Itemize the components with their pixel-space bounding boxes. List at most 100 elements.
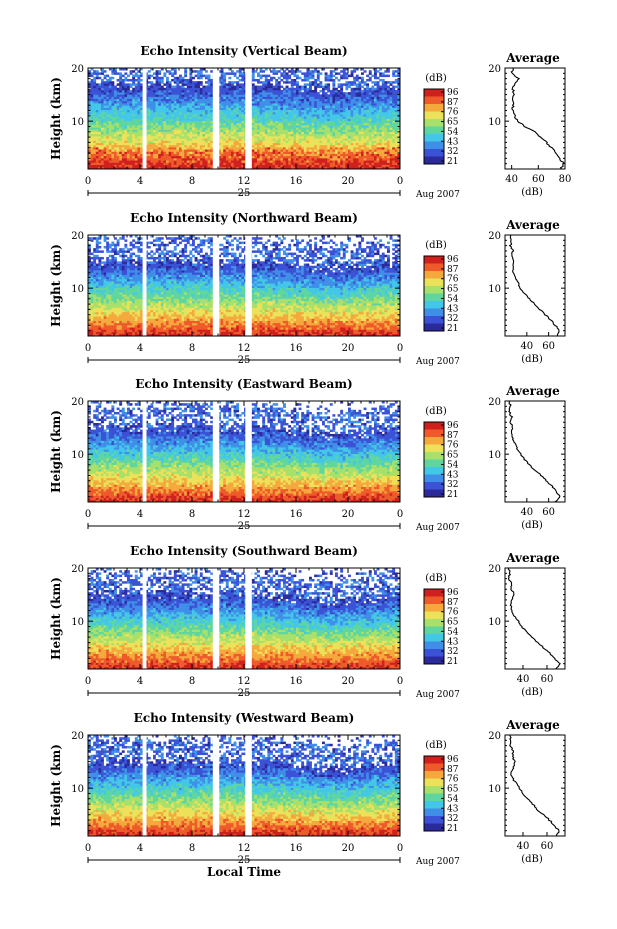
profile-title: Average (505, 551, 560, 565)
x-tick-label: 8 (189, 343, 195, 354)
colorbar-title: (dB) (425, 240, 447, 251)
x-tick-label: 12 (238, 176, 251, 187)
x-tick-label: 16 (290, 509, 303, 520)
profile-x-tick-label: 40 (520, 507, 533, 518)
colorbar-label: 21 (447, 157, 458, 167)
colorbar-label: 43 (447, 304, 459, 314)
x-tick-label: 0 (85, 509, 91, 520)
average-profile: Average 20 10 40 60 (dB) (488, 551, 566, 698)
heatmap-title: Echo Intensity (Vertical Beam) (140, 44, 347, 58)
profile-x-label: (dB) (521, 520, 543, 531)
colorbar-label: 65 (447, 118, 459, 128)
profile-title: Average (505, 51, 560, 65)
profile-y-tick-label: 10 (488, 784, 501, 795)
x-tick-label: 20 (342, 843, 355, 854)
x-tick-label: 4 (137, 676, 143, 687)
profile-y-tick-label: 10 (488, 450, 501, 461)
data-gap-1 (142, 735, 147, 836)
data-gap-1 (142, 401, 147, 502)
y-axis-label: Height (km) (49, 577, 63, 660)
colorbar-label: 32 (447, 147, 458, 157)
y-tick-label: 10 (71, 117, 84, 128)
colorbar-label: 54 (447, 294, 459, 304)
colorbar-label: 87 (447, 765, 459, 775)
x-tick-label: 4 (137, 843, 143, 854)
x-tick-label: 4 (137, 343, 143, 354)
colorbar-label: 21 (447, 824, 458, 834)
y-tick-label: 10 (71, 450, 84, 461)
heatmap-cells (88, 68, 401, 170)
colorbar-label: 87 (447, 598, 459, 608)
colorbar-title: (dB) (425, 406, 447, 417)
profile-line (507, 567, 561, 670)
profile-title: Average (505, 718, 560, 732)
colorbar-label: 65 (447, 785, 459, 795)
data-gap-3 (245, 68, 252, 169)
colorbar-label: 96 (447, 88, 459, 98)
y-tick-label: 10 (71, 784, 84, 795)
profile-y-tick-label: 20 (488, 564, 501, 575)
x-axis: 0 4 8 12 16 20 0 (85, 401, 403, 520)
colorbar-label: 21 (447, 324, 458, 334)
x-tick-label: 0 (397, 843, 403, 854)
y-tick-label: 10 (71, 617, 84, 628)
heatmap-title: Echo Intensity (Westward Beam) (134, 711, 355, 725)
y-tick-label: 20 (71, 64, 84, 75)
colorbar-label: 54 (447, 460, 459, 470)
colorbar-title: (dB) (425, 73, 447, 84)
data-gap-2 (212, 568, 220, 669)
profile-y-tick-label: 20 (488, 397, 501, 408)
x-tick-label: 8 (189, 176, 195, 187)
average-profile: Average 20 10 40 60 (dB) (488, 384, 566, 531)
panel-3: Echo Intensity (Eastward Beam)0 4 8 12 16 20 0… (49, 377, 566, 533)
data-gap-3 (245, 401, 252, 502)
colorbar-label: 32 (447, 814, 458, 824)
date-label: Aug 2007 (415, 690, 460, 700)
colorbar-label: 54 (447, 794, 459, 804)
profile-line (508, 234, 560, 337)
average-profile: Average 20 10 40 60 80 (dB) (488, 51, 571, 198)
colorbar-label: 76 (447, 108, 459, 118)
colorbar-label: 65 (447, 451, 459, 461)
y-axis-label: Height (km) (49, 410, 63, 493)
profile-line (510, 67, 565, 170)
profile-y-tick-label: 20 (488, 231, 501, 242)
y-axis-label: Height (km) (49, 244, 63, 327)
profile-x-tick-label: 60 (532, 174, 545, 185)
x-tick-label: 0 (85, 676, 91, 687)
colorbar-label: 54 (447, 127, 459, 137)
y-axis-label: Height (km) (49, 744, 63, 827)
data-gap-1 (142, 568, 147, 669)
profile-x-label: (dB) (521, 187, 543, 198)
x-tick-label: 20 (342, 176, 355, 187)
x-axis: 0 4 8 12 16 20 0 (85, 235, 403, 354)
colorbar-label: 76 (447, 275, 459, 285)
colorbar-label: 43 (447, 470, 459, 480)
colorbar-label: 96 (447, 755, 459, 765)
colorbar-label: 65 (447, 618, 459, 628)
heatmap-cells (88, 235, 401, 337)
panel-2: Echo Intensity (Northward Beam) 0 4 8 12 16 20… (49, 211, 566, 367)
colorbar-label: 32 (447, 647, 458, 657)
profile-x-tick-label: 40 (517, 674, 530, 685)
colorbar-label: 87 (447, 98, 459, 108)
profile-line (508, 400, 561, 503)
x-tick-label: 12 (238, 509, 251, 520)
colorbar-label: 87 (447, 265, 459, 275)
colorbar-label: 54 (447, 627, 459, 637)
x-tick-label: 8 (189, 843, 195, 854)
colorbar-title: (dB) (425, 740, 447, 751)
profile-line (509, 734, 560, 837)
colorbar-label: 87 (447, 431, 459, 441)
x-tick-label: 20 (342, 676, 355, 687)
profile-x-label: (dB) (521, 354, 543, 365)
data-gap-2 (212, 68, 220, 169)
